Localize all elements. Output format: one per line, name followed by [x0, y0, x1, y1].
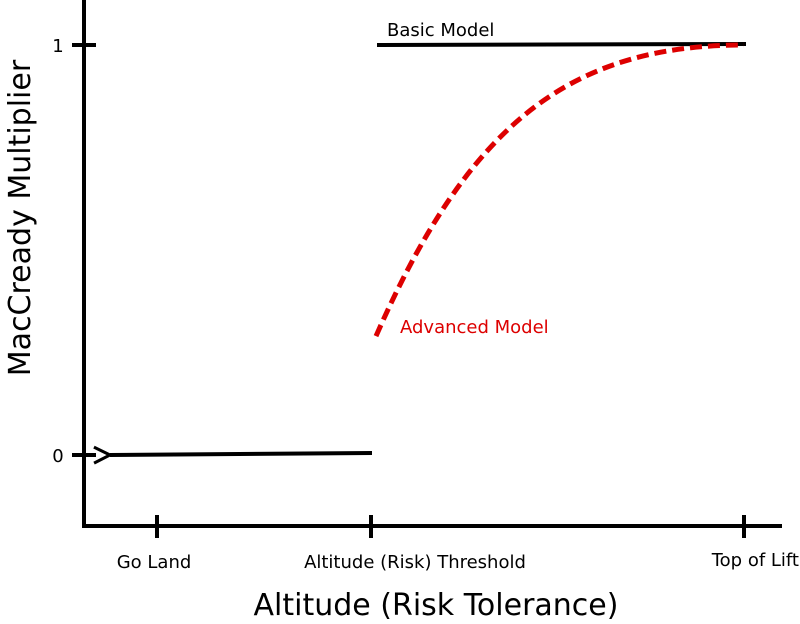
go-land-arrow: [110, 453, 373, 455]
y-tick-label-0: 0: [52, 446, 63, 467]
series-advanced-model-curve: [373, 42, 745, 338]
x-tick-label-top-of-lift: Top of Lift: [711, 550, 799, 571]
series-basic-model-label: Basic Model: [387, 20, 494, 41]
y-tick-label-1: 1: [52, 36, 63, 57]
x-axis-title: Altitude (Risk Tolerance): [254, 588, 619, 623]
x-tick-label-threshold: Altitude (Risk) Threshold: [304, 552, 526, 573]
series-basic-model-line: [376, 42, 747, 47]
x-tick-label-go-land: Go Land: [117, 552, 192, 573]
y-axis-title: MacCready Multiplier: [3, 59, 38, 376]
series-advanced-model-label: Advanced Model: [400, 317, 549, 338]
